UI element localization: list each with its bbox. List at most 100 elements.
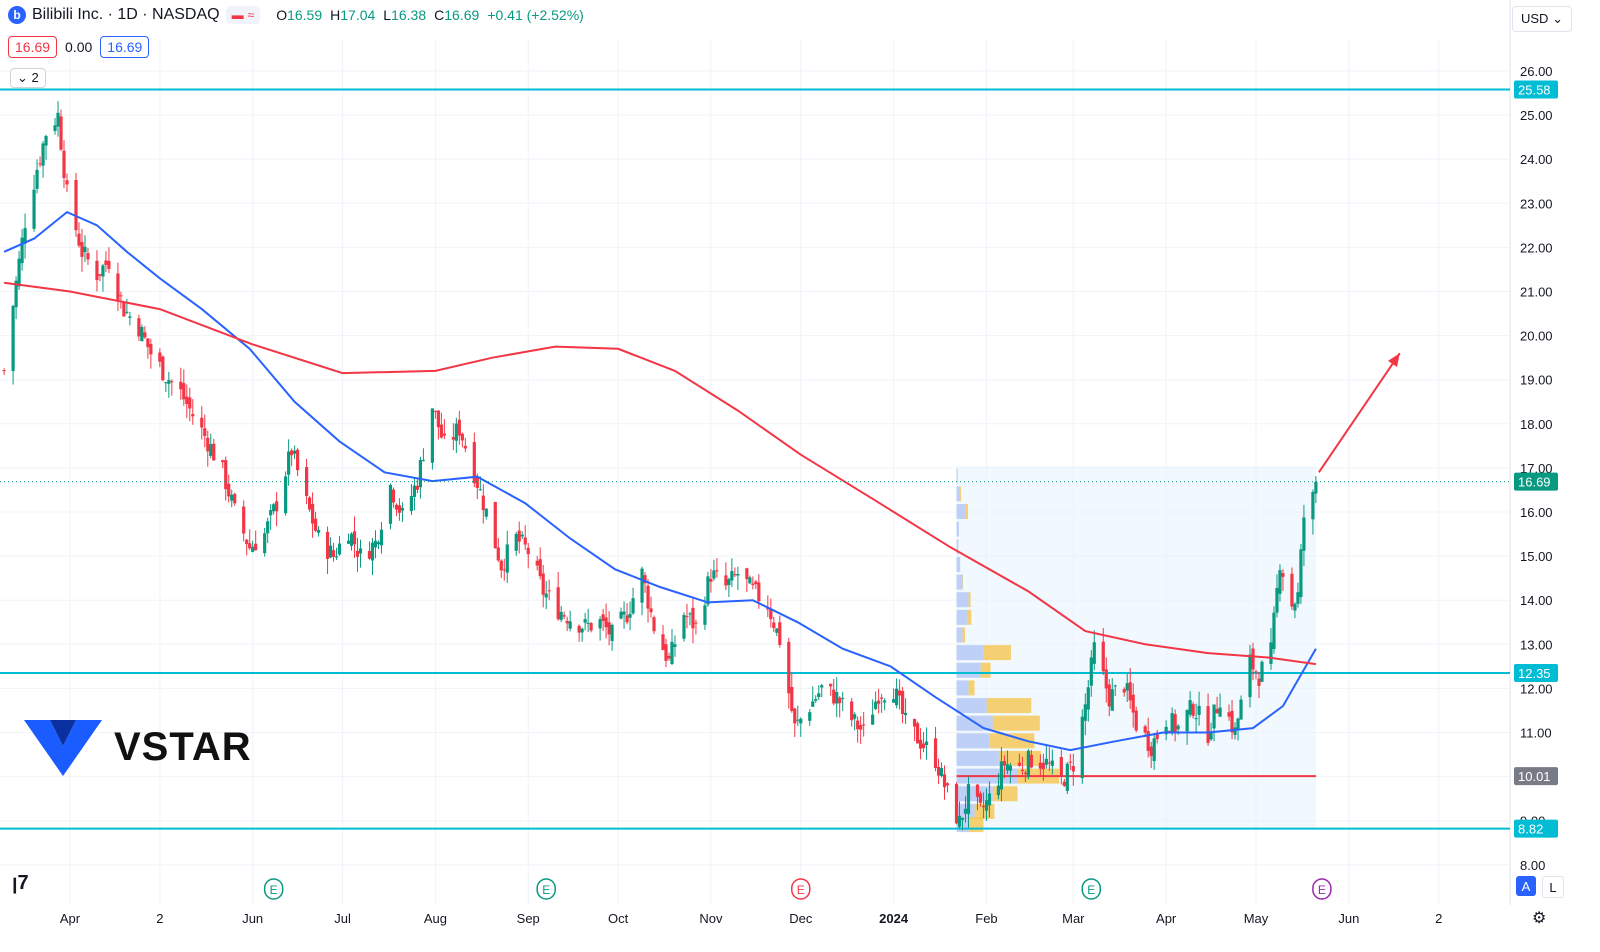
sell-button[interactable]: 16.69 [8,36,58,58]
volume-profile-bar [956,786,993,802]
candle-body [454,423,458,441]
candle-body [835,692,839,704]
volume-profile-bar [956,698,987,714]
candle-body [996,785,1001,796]
candle-body [933,738,938,768]
candle-body [433,410,437,412]
volume-profile-bar [956,750,999,766]
candle-body [814,699,818,701]
x-tick-label: Apr [1156,911,1177,926]
candle-body [65,180,69,185]
candle-body [53,125,57,131]
candle-body [1188,700,1192,715]
earnings-marker-icon[interactable]: E [1081,878,1102,900]
candle-body [1197,705,1201,715]
volume-profile-bar [956,680,969,696]
buy-button[interactable]: 16.69 [100,36,150,58]
candle-body [397,505,402,513]
x-tick-label: 2024 [879,911,909,926]
candle-body [903,712,908,716]
candle-body [263,533,267,554]
candle-body [1296,592,1300,604]
y-tick-label: 16.00 [1520,505,1553,520]
y-tick-label: 18.00 [1520,417,1553,432]
candle-body [667,655,671,659]
y-tick-label: 24.00 [1520,152,1553,167]
candle-body [661,634,665,651]
candle-body [535,560,539,566]
candle-body [586,622,590,624]
candle-body [451,437,455,440]
candle-body [754,581,758,585]
candle-body [1089,657,1093,686]
candle-body [1194,718,1198,720]
candle-body [643,575,647,584]
earnings-marker-icon[interactable]: E [263,878,284,900]
candle-body [565,620,569,624]
gear-icon[interactable]: ⚙ [1532,910,1547,927]
candle-body [1092,642,1096,664]
svg-text:E: E [797,883,805,897]
candle-body [583,619,587,623]
earnings-marker-icon[interactable]: E [536,878,556,900]
symbol-title[interactable]: Bilibili Inc. · 1D · NASDAQ [32,6,220,23]
y-tick-label: 23.00 [1520,196,1553,211]
candle-body [853,714,857,719]
last-price-tag [1514,472,1558,491]
candle-body [1044,758,1048,765]
candle-body [1170,713,1174,733]
candle-body [290,450,294,456]
candle-body [44,136,48,146]
candle-body [272,504,276,512]
level-price-tag [1514,819,1558,838]
candle-body [146,338,150,348]
candle-body [1047,762,1051,764]
candle-body [793,708,797,724]
bilibili-logo-icon: b [8,6,26,24]
volume-profile-bar [968,680,975,696]
candle-body [38,163,42,165]
candle-body [373,540,378,548]
candle-body [41,143,45,166]
candle-body [496,547,500,561]
candle-body [646,585,650,609]
earnings-marker-icon[interactable]: E [1312,878,1332,900]
candle-body [313,518,318,531]
candle-body [86,253,90,260]
candle-body [520,534,524,537]
high-key: H [330,7,341,23]
indicators-collapse-button[interactable]: ⌄ 2 [10,68,46,88]
candle-body [400,507,405,511]
x-tick-label: Oct [608,911,629,926]
candle-body [787,641,791,694]
candle-body [481,495,485,511]
candle-body [328,545,333,558]
low-key: L [383,7,392,23]
x-tick-label: Aug [424,911,447,926]
log-scale-button[interactable]: L [1542,876,1564,898]
candle-body [652,617,656,632]
volume-profile-bar [956,645,984,661]
volume-profile-bar [956,627,963,643]
candle-body [912,719,917,727]
candle-body [1002,760,1007,766]
candle-body [334,556,339,558]
volume-profile-bar [967,609,972,625]
visibility-toggle[interactable]: ▬ ≈ [225,6,261,24]
wave-icon: ≈ [247,8,255,22]
candle-body [1128,682,1132,701]
candle-body [736,573,740,576]
candle-body [808,712,812,721]
earnings-marker-icon[interactable]: E [791,878,811,900]
candle-body [1311,492,1315,520]
candle-body [1125,683,1129,691]
currency-selector[interactable]: USD ⌄ [1512,6,1572,32]
candle-body [547,590,551,592]
candle-body [1314,481,1318,494]
candle-body [32,189,36,229]
high-value: 17.04 [340,7,376,23]
auto-scale-button[interactable]: A [1516,876,1536,896]
candle-body [185,396,189,405]
candle-body [1302,517,1306,551]
